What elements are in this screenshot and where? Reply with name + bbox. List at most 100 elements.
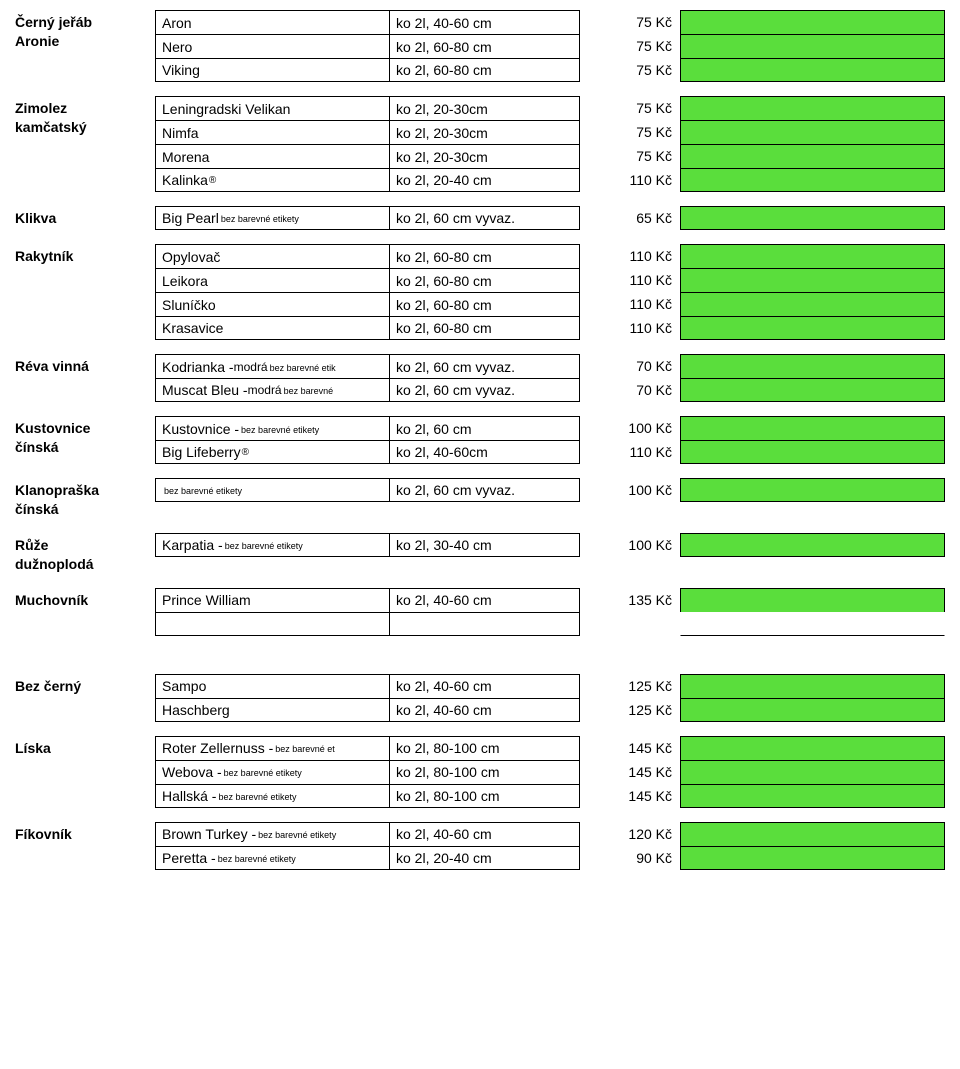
- product-spec: ko 2l, 60-80 cm: [390, 244, 580, 268]
- category-label: Fíkovník: [15, 822, 155, 844]
- category-label-line: Klikva: [15, 209, 155, 228]
- rows: Kodrianka - modrábez barevné etikko 2l, …: [155, 354, 945, 402]
- product-price: 75 Kč: [580, 34, 680, 58]
- product-spec: ko 2l, 60 cm vyvaz.: [390, 206, 580, 230]
- note-subscript: bez barevné: [284, 386, 334, 396]
- product-name: Sluníčko: [155, 292, 390, 316]
- product-name: Haschberg: [155, 698, 390, 722]
- row: Vikingko 2l, 60-80 cm75 Kč: [155, 58, 945, 82]
- row: Krasaviceko 2l, 60-80 cm110 Kč: [155, 316, 945, 340]
- product-name: Morena: [155, 144, 390, 168]
- product-name: [155, 612, 390, 636]
- product-price: 90 Kč: [580, 846, 680, 870]
- product-spec: ko 2l, 60-80 cm: [390, 316, 580, 340]
- variant-text: modrá: [248, 383, 282, 397]
- category-label-line: Bez černý: [15, 677, 155, 696]
- row: Kustovnice - bez barevné etiketyko 2l, 6…: [155, 416, 945, 440]
- category-label-line: kamčatský: [15, 118, 155, 137]
- category-label: Réva vinná: [15, 354, 155, 376]
- variant-text: modrá: [234, 360, 268, 374]
- product-spec: ko 2l, 60 cm vyvaz.: [390, 378, 580, 402]
- product-price: 100 Kč: [580, 416, 680, 440]
- highlight-bar: [680, 698, 945, 722]
- product-price: 145 Kč: [580, 784, 680, 808]
- rows: bez barevné etiketyko 2l, 60 cm vyvaz.10…: [155, 478, 945, 502]
- product-price: 75 Kč: [580, 58, 680, 82]
- product-spec: [390, 612, 580, 636]
- highlight-bar: [680, 34, 945, 58]
- rows: Karpatia - bez barevné etiketyko 2l, 30-…: [155, 533, 945, 557]
- category-label: Líska: [15, 736, 155, 758]
- category-label: Růžedužnoplodá: [15, 533, 155, 574]
- category-label-line: Fíkovník: [15, 825, 155, 844]
- rows: Leningradski Velikanko 2l, 20-30cm75 KčN…: [155, 96, 945, 192]
- category-label: Muchovník: [15, 588, 155, 610]
- highlight-bar: [680, 268, 945, 292]
- highlight-bar: [680, 846, 945, 870]
- note-subscript: bez barevné etikety: [221, 214, 299, 224]
- product-name: Viking: [155, 58, 390, 82]
- product-spec: ko 2l, 60-80 cm: [390, 268, 580, 292]
- rows: Brown Turkey - bez barevné etiketyko 2l,…: [155, 822, 945, 870]
- product-name: Aron: [155, 10, 390, 34]
- product-price: 110 Kč: [580, 168, 680, 192]
- highlight-bar: [680, 612, 945, 636]
- product-name: Sampo: [155, 674, 390, 698]
- product-spec: ko 2l, 80-100 cm: [390, 736, 580, 760]
- row: Leikorako 2l, 60-80 cm110 Kč: [155, 268, 945, 292]
- product-name: Opylovač: [155, 244, 390, 268]
- category-label: Klanopraškačínská: [15, 478, 155, 519]
- product-spec: ko 2l, 60-80 cm: [390, 292, 580, 316]
- highlight-bar: [680, 292, 945, 316]
- highlight-bar: [680, 478, 945, 502]
- category-label-line: Rakytník: [15, 247, 155, 266]
- group: LískaRoter Zellernuss -bez barevné etko …: [15, 736, 945, 808]
- highlight-bar: [680, 144, 945, 168]
- product-name: Brown Turkey - bez barevné etikety: [155, 822, 390, 846]
- product-spec: ko 2l, 40-60cm: [390, 440, 580, 464]
- product-name: bez barevné etikety: [155, 478, 390, 502]
- highlight-bar: [680, 168, 945, 192]
- product-name: Big Lifeberry®: [155, 440, 390, 464]
- group: Klanopraškačínskábez barevné etiketyko 2…: [15, 478, 945, 519]
- row: Opylovačko 2l, 60-80 cm110 Kč: [155, 244, 945, 268]
- product-spec: ko 2l, 30-40 cm: [390, 533, 580, 557]
- row: Brown Turkey - bez barevné etiketyko 2l,…: [155, 822, 945, 846]
- product-name: Hallská - bez barevné etikety: [155, 784, 390, 808]
- highlight-bar: [680, 822, 945, 846]
- product-name: Karpatia - bez barevné etikety: [155, 533, 390, 557]
- product-name: Kustovnice - bez barevné etikety: [155, 416, 390, 440]
- category-label-line: Černý jeřáb: [15, 13, 155, 32]
- product-price: 100 Kč: [580, 478, 680, 502]
- row: Nimfako 2l, 20-30cm75 Kč: [155, 120, 945, 144]
- highlight-bar: [680, 736, 945, 760]
- note-subscript: bez barevné etikety: [225, 541, 303, 551]
- product-price: 145 Kč: [580, 760, 680, 784]
- product-spec: ko 2l, 60 cm vyvaz.: [390, 478, 580, 502]
- category-label-line: Zimolez: [15, 99, 155, 118]
- note-subscript: bez barevné etikety: [241, 425, 319, 435]
- product-name: Big Pearlbez barevné etikety: [155, 206, 390, 230]
- category-label: Zimolezkamčatský: [15, 96, 155, 137]
- group: FíkovníkBrown Turkey - bez barevné etike…: [15, 822, 945, 870]
- product-price: 145 Kč: [580, 736, 680, 760]
- highlight-bar: [680, 378, 945, 402]
- row: Kodrianka - modrábez barevné etikko 2l, …: [155, 354, 945, 378]
- highlight-bar: [680, 674, 945, 698]
- product-price: 75 Kč: [580, 120, 680, 144]
- highlight-bar: [680, 206, 945, 230]
- product-spec: ko 2l, 40-60 cm: [390, 822, 580, 846]
- product-spec: ko 2l, 40-60 cm: [390, 10, 580, 34]
- category-label-line: čínská: [15, 500, 155, 519]
- note-subscript: bez barevné et: [275, 744, 335, 754]
- category-label: Černý jeřábAronie: [15, 10, 155, 51]
- product-name: Leningradski Velikan: [155, 96, 390, 120]
- note-subscript: bez barevné etikety: [218, 854, 296, 864]
- rows: Aronko 2l, 40-60 cm75 KčNeroko 2l, 60-80…: [155, 10, 945, 82]
- product-price: 110 Kč: [580, 244, 680, 268]
- row: Peretta - bez barevné etiketyko 2l, 20-4…: [155, 846, 945, 870]
- highlight-bar: [680, 784, 945, 808]
- product-name: Muscat Bleu - modrábez barevné: [155, 378, 390, 402]
- registered-mark: ®: [242, 447, 249, 458]
- product-spec: ko 2l, 20-30cm: [390, 120, 580, 144]
